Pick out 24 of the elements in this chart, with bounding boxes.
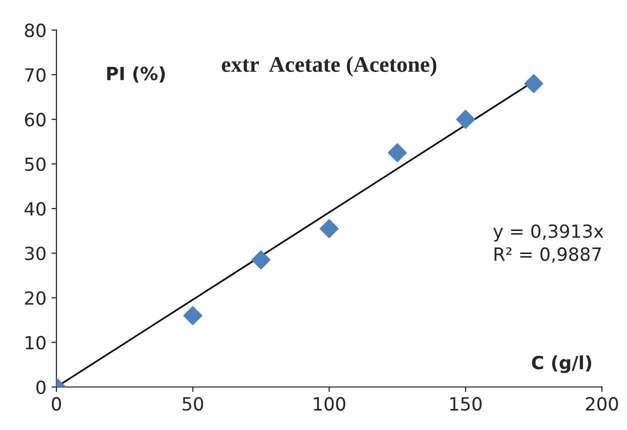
y-tick-label: 80 — [24, 24, 46, 38]
y-tick-label: 60 — [24, 112, 46, 126]
point — [456, 110, 476, 129]
point — [320, 219, 339, 238]
annotation: y = 0,3913x R² = 0,9887 — [493, 224, 604, 263]
x-tick-label: 150 — [450, 397, 482, 411]
x-tick-label: 100 — [314, 397, 346, 411]
point — [388, 143, 407, 162]
y-tick-label: 0 — [36, 380, 46, 394]
point — [524, 74, 544, 94]
text: extr Acetate (Acetone) — [222, 56, 436, 76]
x-tick-label: 0 — [52, 397, 61, 411]
y-tick-label: 20 — [25, 291, 46, 305]
y-tick-label: 70 — [25, 68, 46, 82]
x-tick-label: 50 — [182, 397, 204, 411]
x-tick-label: 200 — [586, 397, 618, 411]
y-tick-label: 30 — [25, 246, 46, 260]
y-axis-title: PI (%) — [107, 66, 165, 82]
y-tick-label: 40 — [24, 202, 46, 216]
x-axis-title: C (g/l) — [532, 355, 592, 374]
point — [183, 306, 202, 326]
y-tick-label: 50 — [25, 157, 46, 172]
y-tick-label: 10 — [26, 336, 46, 350]
point — [252, 250, 270, 270]
